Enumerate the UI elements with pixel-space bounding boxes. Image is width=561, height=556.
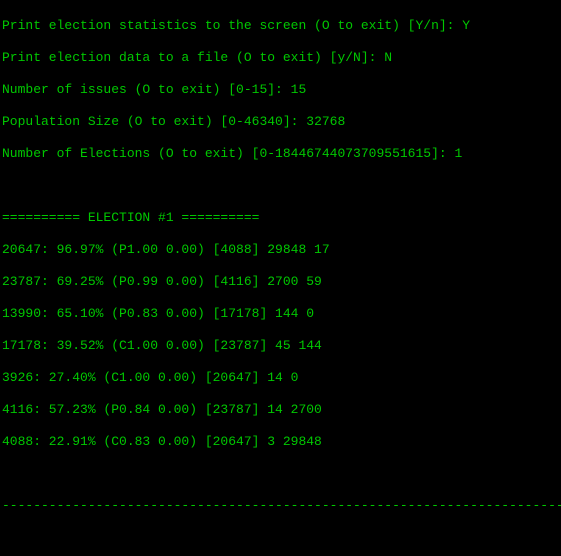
blank-line <box>2 178 559 194</box>
prompt-population: Population Size (O to exit) [0-46340]: 3… <box>2 114 559 130</box>
prompt-label: Population Size (O to exit) [0-46340]: <box>2 114 298 129</box>
election-result-line: 23787: 69.25% (P0.99 0.00) [4116] 2700 5… <box>2 274 559 290</box>
election-result-line: 4088: 22.91% (C0.83 0.00) [20647] 3 2984… <box>2 434 559 450</box>
election-header: ========== ELECTION #1 ========== <box>2 210 559 226</box>
terminal-output: Print election statistics to the screen … <box>0 0 561 556</box>
prompt-label: Number of Elections (O to exit) [0-18446… <box>2 146 447 161</box>
election-result-line: 17178: 39.52% (C1.00 0.00) [23787] 45 14… <box>2 338 559 354</box>
blank-line <box>2 530 559 546</box>
prompt-value: 32768 <box>306 114 345 129</box>
prompt-label: Print election data to a file (O to exit… <box>2 50 376 65</box>
election-result-line: 4116: 57.23% (P0.84 0.00) [23787] 14 270… <box>2 402 559 418</box>
prompt-value: 1 <box>455 146 463 161</box>
prompt-num-elections: Number of Elections (O to exit) [0-18446… <box>2 146 559 162</box>
prompt-print-screen: Print election statistics to the screen … <box>2 18 559 34</box>
prompt-print-file: Print election data to a file (O to exit… <box>2 50 559 66</box>
prompt-label: Print election statistics to the screen … <box>2 18 454 33</box>
prompt-value: Y <box>462 18 470 33</box>
election-result-line: 3926: 27.40% (C1.00 0.00) [20647] 14 0 <box>2 370 559 386</box>
divider-line: ----------------------------------------… <box>2 498 559 514</box>
prompt-value: N <box>384 50 392 65</box>
election-result-line: 20647: 96.97% (P1.00 0.00) [4088] 29848 … <box>2 242 559 258</box>
prompt-num-issues: Number of issues (O to exit) [0-15]: 15 <box>2 82 559 98</box>
prompt-label: Number of issues (O to exit) [0-15]: <box>2 82 283 97</box>
prompt-value: 15 <box>291 82 307 97</box>
blank-line <box>2 466 559 482</box>
election-result-line: 13990: 65.10% (P0.83 0.00) [17178] 144 0 <box>2 306 559 322</box>
